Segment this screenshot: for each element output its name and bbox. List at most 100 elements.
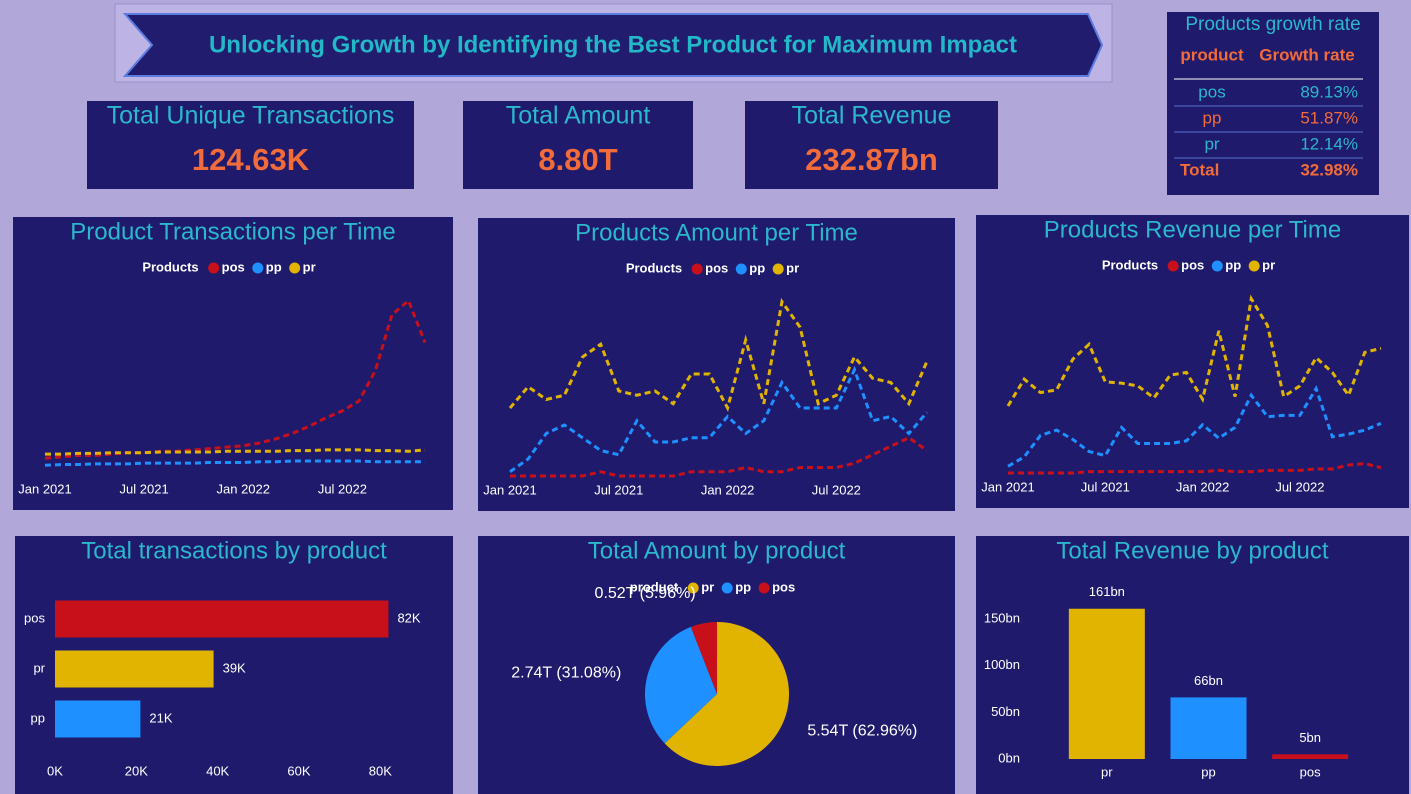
table-cell: pr [1204,134,1219,153]
data-label: 39K [223,660,246,675]
chart-title: Total Revenue by product [1056,537,1329,564]
table-cell: pos [1198,82,1225,101]
line-series [510,436,928,478]
kpi-label: Total Revenue [792,102,952,130]
legend-label: pp [735,579,751,594]
bar [1068,608,1145,759]
table-header: product [1180,45,1244,64]
legend-label: pp [266,259,282,274]
legend-title: Products [626,260,682,275]
legend-marker [1167,260,1179,272]
legend-marker [289,262,301,274]
table-cell: 12.14% [1300,134,1358,153]
legend-label: pr [303,259,316,274]
kpi-card [463,101,693,189]
bar [55,650,214,688]
bar [1272,754,1349,759]
chart-title: Products Amount per Time [575,219,858,246]
data-label: 21K [149,710,172,725]
chart-title: Product Transactions per Time [70,218,395,245]
x-tick-label: Jul 2021 [1081,479,1130,494]
kpi-label: Total Amount [506,102,651,130]
x-tick-label: pr [1101,764,1113,779]
x-tick-label: 20K [125,763,148,778]
line-series [509,365,929,473]
legend-marker [721,582,733,594]
x-tick-label: Jan 2021 [483,482,537,497]
header-title: Unlocking Growth by Identifying the Best… [209,31,1017,58]
data-label: 161bn [1089,584,1125,599]
legend-label: pos [705,260,728,275]
kpi-value: 8.80T [538,142,617,177]
legend-marker [772,263,784,275]
legend-label: pos [1181,257,1204,272]
legend-marker [691,263,703,275]
line-series [45,448,426,456]
data-label: 2.74T (31.08%) [511,665,621,682]
x-tick-label: Jan 2021 [981,479,1035,494]
legend-marker [1211,260,1223,272]
data-label: 0.52T (5.96%) [595,585,696,602]
pie-slice [690,622,717,694]
x-tick-label: pos [1300,764,1321,779]
y-tick-label: 150bn [984,610,1020,625]
x-tick-label: Jul 2022 [318,481,367,496]
y-tick-label: 100bn [984,657,1020,672]
x-tick-label: Jan 2022 [1176,479,1230,494]
pie-slice [644,626,717,744]
kpi-card [87,101,414,189]
legend-marker [735,263,747,275]
legend-marker [1248,260,1260,272]
x-tick-label: 60K [287,763,310,778]
x-tick-label: Jan 2022 [217,481,271,496]
legend-label: pr [701,579,714,594]
legend-label: pos [772,579,795,594]
bar [55,700,141,738]
table-cell: pp [1203,108,1222,127]
legend: Products pos pp pr [1102,257,1275,272]
x-tick-label: Jul 2021 [120,481,169,496]
chart-title: Total Amount by product [588,537,846,564]
data-label: 5.54T (62.96%) [807,722,917,739]
legend-label: pr [786,260,799,275]
bar [1170,697,1247,759]
legend-label: pr [1262,257,1275,272]
legend-title: product [630,579,679,594]
y-tick-label: 50bn [991,704,1020,719]
x-tick-label: Jul 2021 [594,482,643,497]
line-series [1006,294,1382,407]
table-cell: 51.87% [1300,108,1358,127]
y-tick-label: pos [24,610,45,625]
table-cell: 89.13% [1300,82,1358,101]
x-tick-label: pp [1201,764,1215,779]
x-tick-label: 80K [369,763,392,778]
line-series [44,459,425,467]
x-tick-label: Jul 2022 [812,482,861,497]
legend-label: pos [222,259,245,274]
header-banner [122,13,1104,77]
data-label: 82K [397,610,420,625]
kpi-value: 124.63K [192,142,310,177]
y-tick-label: pr [33,660,45,675]
chart-title: Total transactions by product [81,537,387,564]
growth-table [1167,12,1379,195]
x-tick-label: Jan 2021 [18,481,72,496]
legend: Products pos pp pr [626,260,799,275]
legend-marker [758,582,770,594]
line-series [1008,462,1382,475]
kpi-label: Total Unique Transactions [107,102,395,130]
line-series [508,297,929,413]
data-label: 5bn [1299,730,1321,745]
y-tick-label: 0bn [998,750,1020,765]
legend: product pr pp pos [630,579,795,594]
legend-title: Products [1102,257,1158,272]
line-series [44,298,427,460]
pie-slice [664,622,789,767]
line-series [1007,384,1382,468]
x-tick-label: 0K [47,763,63,778]
legend: Products pos pp pr [142,259,315,274]
legend-marker [687,582,699,594]
legend-label: pp [1225,257,1241,272]
x-tick-label: Jul 2022 [1275,479,1324,494]
